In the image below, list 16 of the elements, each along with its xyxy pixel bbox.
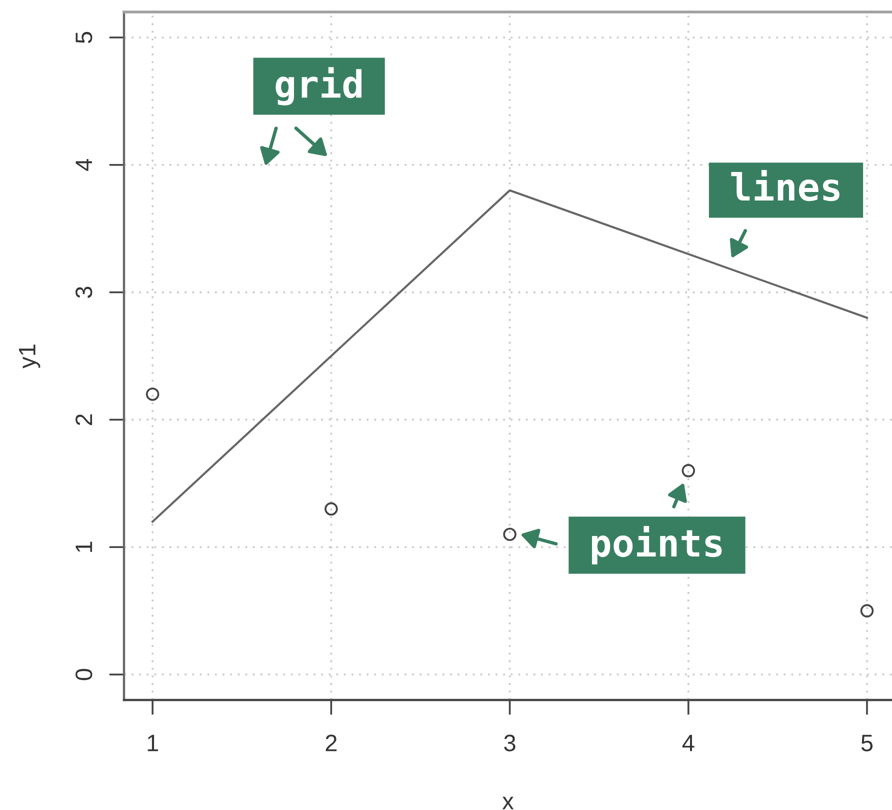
x-tick-label: 3 xyxy=(504,734,516,752)
x-tick-label: 5 xyxy=(861,734,873,752)
annotation: grid xyxy=(276,67,362,106)
annotation: points xyxy=(592,526,722,564)
annotation: lines xyxy=(731,170,840,202)
y-tick-label: 4 xyxy=(76,159,92,171)
y-tick-label: 2 xyxy=(76,414,92,426)
y-tick-label: 0 xyxy=(76,668,92,680)
x-axis-title: x xyxy=(502,796,514,810)
x-tick-label: 4 xyxy=(682,734,694,752)
y-tick-label: 5 xyxy=(76,32,92,44)
x-tick-label: 2 xyxy=(326,734,337,752)
y-tick-label: 1 xyxy=(76,542,92,552)
y-axis-title: y1 xyxy=(19,344,40,368)
x-tick-label: 1 xyxy=(148,734,158,752)
y-tick-label: 3 xyxy=(76,286,92,298)
